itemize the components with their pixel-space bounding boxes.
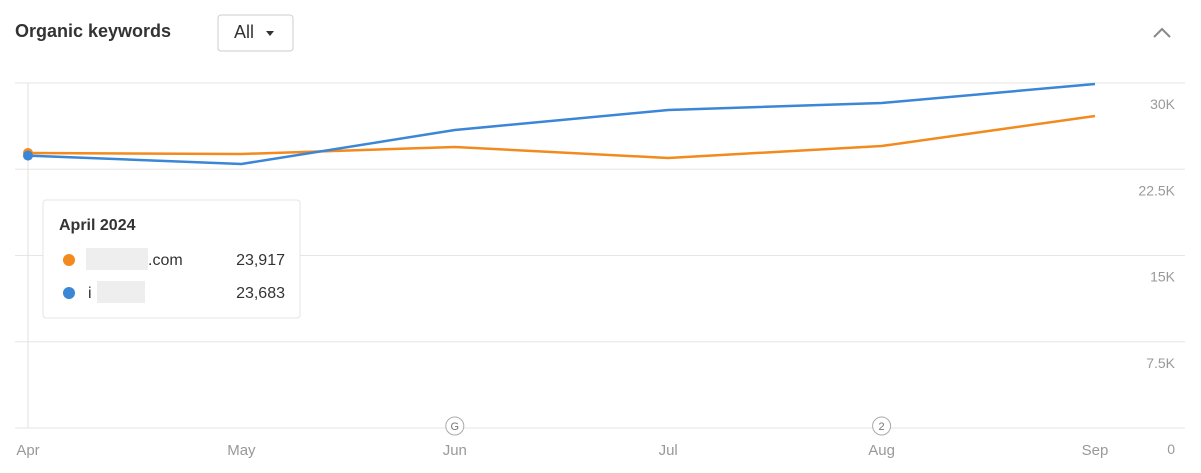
legend-marker xyxy=(63,287,75,299)
tooltip-value: 23,917 xyxy=(236,252,285,269)
legend-marker xyxy=(63,254,75,266)
x-tick-label: Apr xyxy=(16,442,39,459)
x-tick-label: Jun xyxy=(443,442,467,459)
tooltip-value: 23,683 xyxy=(236,285,285,302)
y-tick-label: 15K xyxy=(1150,269,1176,285)
redaction xyxy=(86,248,148,270)
collapse-button[interactable] xyxy=(1153,27,1171,38)
series-line xyxy=(27,114,1096,160)
annotation-marker xyxy=(872,416,892,436)
x-tick-label: May xyxy=(227,442,256,459)
series-line xyxy=(27,82,1096,166)
legend-name: .com xyxy=(148,252,183,269)
dropdown-label[interactable]: All xyxy=(234,22,254,42)
tooltip-title: April 2024 xyxy=(59,217,136,234)
hover-point xyxy=(23,150,33,161)
y-tick-label: 30K xyxy=(1150,96,1176,112)
title: Organic keywords xyxy=(15,21,171,41)
x-tick-label: Aug xyxy=(868,442,895,459)
x-tick-label: Jul xyxy=(659,442,678,459)
annotation-label: G xyxy=(451,421,460,433)
redaction xyxy=(97,281,145,303)
filter-dropdown[interactable]: All xyxy=(217,14,294,52)
y-tick-label: 22.5K xyxy=(1138,182,1175,198)
dropdown-box[interactable] xyxy=(217,14,294,52)
dropdown-caret[interactable] xyxy=(266,31,274,36)
annotation-marker xyxy=(445,416,465,436)
x-tick-label: Sep xyxy=(1082,442,1109,459)
y-tick-label: 7.5K xyxy=(1146,355,1175,371)
y-tick-label: 0 xyxy=(1167,441,1175,457)
annotation-label: 2 xyxy=(879,421,885,433)
